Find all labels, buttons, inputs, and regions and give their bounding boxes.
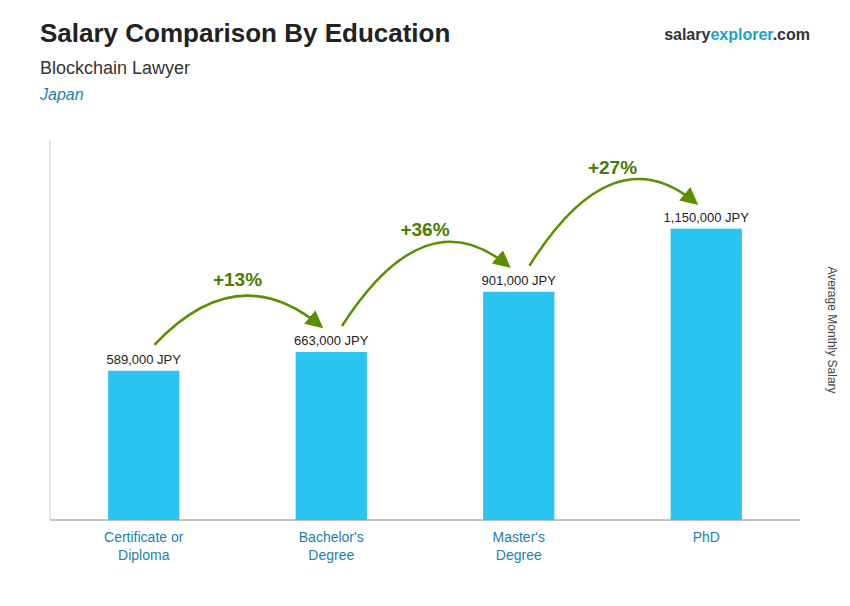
chart: Salary Comparison By Education Blockchain… [0,0,850,606]
bar [483,292,554,520]
annotation: +27% [588,157,637,178]
brand-part: .com [773,26,810,43]
x-tick-label-line: PhD [693,529,720,545]
annotation: +13% [213,269,262,290]
bar [296,352,367,520]
data-label: 901,000 JPY [482,273,557,288]
x-tick-label-line: Degree [308,547,354,563]
annotation: +36% [400,219,449,240]
x-tick-label-line: Degree [496,547,542,563]
brand: salaryexplorer.com [664,26,810,43]
title: Salary Comparison By Education [40,18,450,48]
x-tick-label-line: Master's [493,529,545,545]
x-tick-label: PhD [693,529,720,545]
y-axis-line [50,140,51,520]
chart-container: Salary Comparison By Education Blockchain… [0,0,850,606]
y-axis-label: Average Monthly Salary [825,266,839,393]
bar [108,371,179,520]
growth-arrow [529,179,695,266]
growth-arrow [342,242,508,326]
data-label: 1,150,000 JPY [664,210,750,225]
bars [108,229,742,520]
x-tick-label: Master's Degree [493,529,545,563]
brand-part: explorer [710,26,773,43]
x-tick-label-line: Bachelor's [299,529,364,545]
subtitle: Blockchain Lawyer [40,58,190,78]
data-label: 663,000 JPY [294,333,369,348]
x-tick-label-line: Certificate or [104,529,184,545]
x-tick-label-line: Diploma [118,547,170,563]
data-label: 589,000 JPY [107,352,182,367]
growth-arrow [154,296,320,345]
x-tick-label: Bachelor's Degree [299,529,364,563]
bar [671,229,742,520]
x-tick-label: Certificate or Diploma [104,529,184,563]
brand-part: salary [664,26,710,43]
country: Japan [39,86,84,103]
